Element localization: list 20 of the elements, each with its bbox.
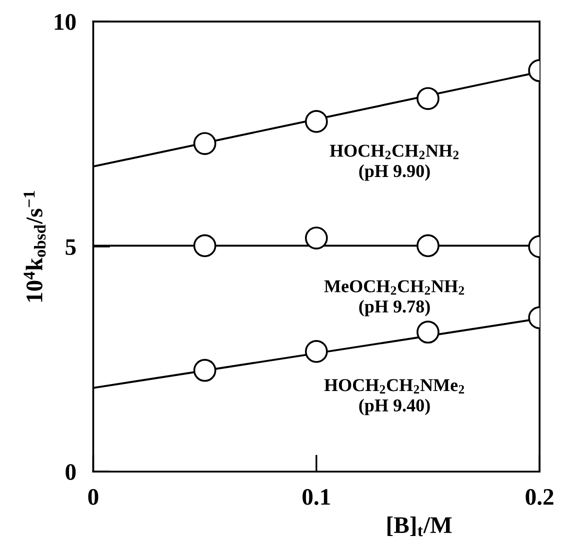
point — [304, 226, 328, 250]
x-tick-label: 0.2 — [526, 488, 554, 506]
y-tick-label: 0 — [66, 464, 76, 480]
point — [193, 358, 216, 382]
y-tick-label: 10 — [54, 14, 76, 30]
text: HOCH$_{2}$CH$_{2}$NMe$_{2}$ (pH 9.40) — [324, 379, 464, 416]
point — [416, 234, 440, 258]
point — [416, 87, 440, 110]
x-axis-title: [B]$_{t}$/M — [388, 516, 452, 536]
point — [193, 132, 216, 155]
y-axis-title: 10$^{4}$k$_{obsd}$/s$^{−1}$ — [24, 191, 46, 302]
point — [304, 340, 328, 363]
point — [304, 110, 328, 133]
text: MeOCH$_{2}$CH$_{2}$NH$_{2}$ (pH 9.78) — [324, 280, 464, 316]
y-tick-label: 5 — [66, 239, 76, 256]
text: HOCH$_{2}$CH$_{2}$NH$_{2}$ (pH 9.90) — [330, 144, 459, 181]
x-tick-label: 0.1 — [302, 488, 330, 506]
point — [416, 320, 440, 344]
point — [193, 234, 216, 258]
x-tick-label: 0 — [88, 488, 98, 505]
